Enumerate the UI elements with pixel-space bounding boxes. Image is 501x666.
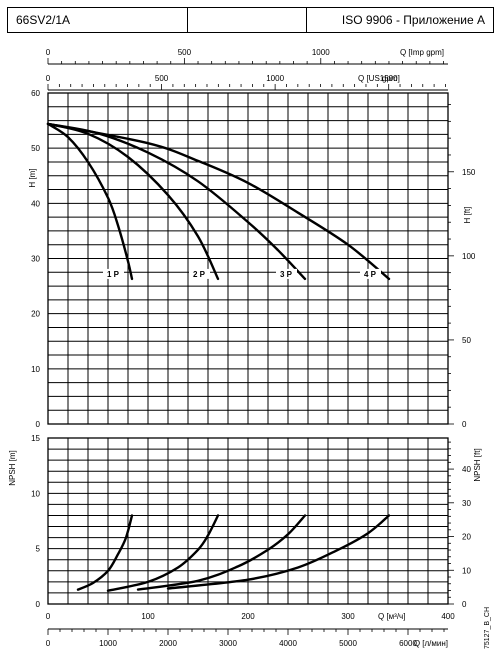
m3h-tick-label: 300: [341, 612, 355, 621]
standard-label: ISO 9906 - Приложение A: [341, 13, 485, 27]
head-curve-label: 2 P: [193, 270, 206, 279]
m3h-tick-label: 400: [441, 612, 455, 621]
npsh-ft-label: 20: [462, 533, 471, 542]
npsh-tick-label: 0: [36, 600, 41, 609]
head-ft-label: 0: [462, 420, 467, 429]
head-curve-label: 4 P: [364, 270, 377, 279]
head-frame: [47, 92, 449, 425]
curve-label-bg: [189, 268, 210, 279]
imp-tick-label: 1000: [312, 48, 330, 57]
npsh-frame: [47, 437, 449, 605]
lmin-tick-label: 4000: [279, 639, 297, 648]
us-tick-label: 500: [155, 74, 169, 83]
standard-cell: ISO 9906 - Приложение A: [306, 7, 494, 33]
head-ft-axis-label: H [ft]: [463, 207, 472, 224]
head-ft-label: 100: [462, 252, 476, 261]
head-curve: [46, 122, 307, 281]
npsh-tick-label: 10: [31, 489, 40, 498]
us-axis-label: Q [US gpm]: [358, 74, 400, 83]
npsh-ft-label: 0: [462, 600, 467, 609]
npsh-tick-label: 15: [31, 434, 40, 443]
npsh-grid: [48, 438, 448, 604]
lmin-tick-label: 1000: [99, 639, 117, 648]
model-label: 66SV2/1A: [16, 13, 71, 27]
imp-tick-label: 0: [46, 48, 51, 57]
curve-label-bg: [360, 268, 381, 279]
head-curve: [46, 122, 391, 281]
head-ft-label: 50: [462, 336, 471, 345]
lmin-tick-label: 6000: [399, 639, 417, 648]
lmin-tick-label: 5000: [339, 639, 357, 648]
npsh-curve: [166, 514, 391, 590]
head-tick-label: 20: [31, 310, 40, 319]
head-tick-label: 40: [31, 199, 40, 208]
npsh-tick-label: 5: [36, 545, 41, 554]
us-tick-label: 1500: [380, 74, 398, 83]
npsh-ft-label: 10: [462, 566, 471, 575]
head-curve-label: 3 P: [280, 270, 293, 279]
head-ylabel: H [m]: [28, 168, 37, 187]
curve-label-bg: [103, 268, 124, 279]
head-curve: [46, 122, 134, 281]
head-tick-label: 50: [31, 144, 40, 153]
npsh-ft-label: 40: [462, 465, 471, 474]
lmin-axis-label: Q [л/мин]: [414, 639, 448, 648]
head-tick-label: 0: [36, 420, 41, 429]
head-ft-label: 150: [462, 168, 476, 177]
head-curve-label: 1 P: [107, 270, 120, 279]
lmin-tick-label: 3000: [219, 639, 237, 648]
npsh-ft-axis-label: NPSH [ft]: [473, 448, 482, 481]
lmin-tick-label: 0: [46, 639, 51, 648]
doc-code: 75127_B_CH: [484, 607, 491, 649]
us-tick-label: 0: [46, 74, 51, 83]
head-tick-label: 60: [31, 89, 40, 98]
imp-axis-label: Q [Imp gpm]: [400, 48, 444, 57]
npsh-curve: [106, 514, 220, 592]
m3h-tick-label: 100: [141, 612, 155, 621]
npsh-curve: [136, 514, 307, 591]
head-curve: [46, 122, 220, 281]
npsh-curve: [76, 514, 134, 591]
lmin-tick-label: 2000: [159, 639, 177, 648]
m3h-tick-label: 0: [46, 612, 51, 621]
us-tick-label: 1000: [266, 74, 284, 83]
head-tick-label: 10: [31, 365, 40, 374]
m3h-tick-label: 200: [241, 612, 255, 621]
npsh-ylabel: NPSH [m]: [8, 450, 17, 486]
m3h-axis-label: Q [м³/ч]: [378, 612, 405, 621]
curve-label-bg: [276, 268, 297, 279]
npsh-ft-label: 30: [462, 499, 471, 508]
head-tick-label: 30: [31, 255, 40, 264]
imp-tick-label: 500: [178, 48, 192, 57]
